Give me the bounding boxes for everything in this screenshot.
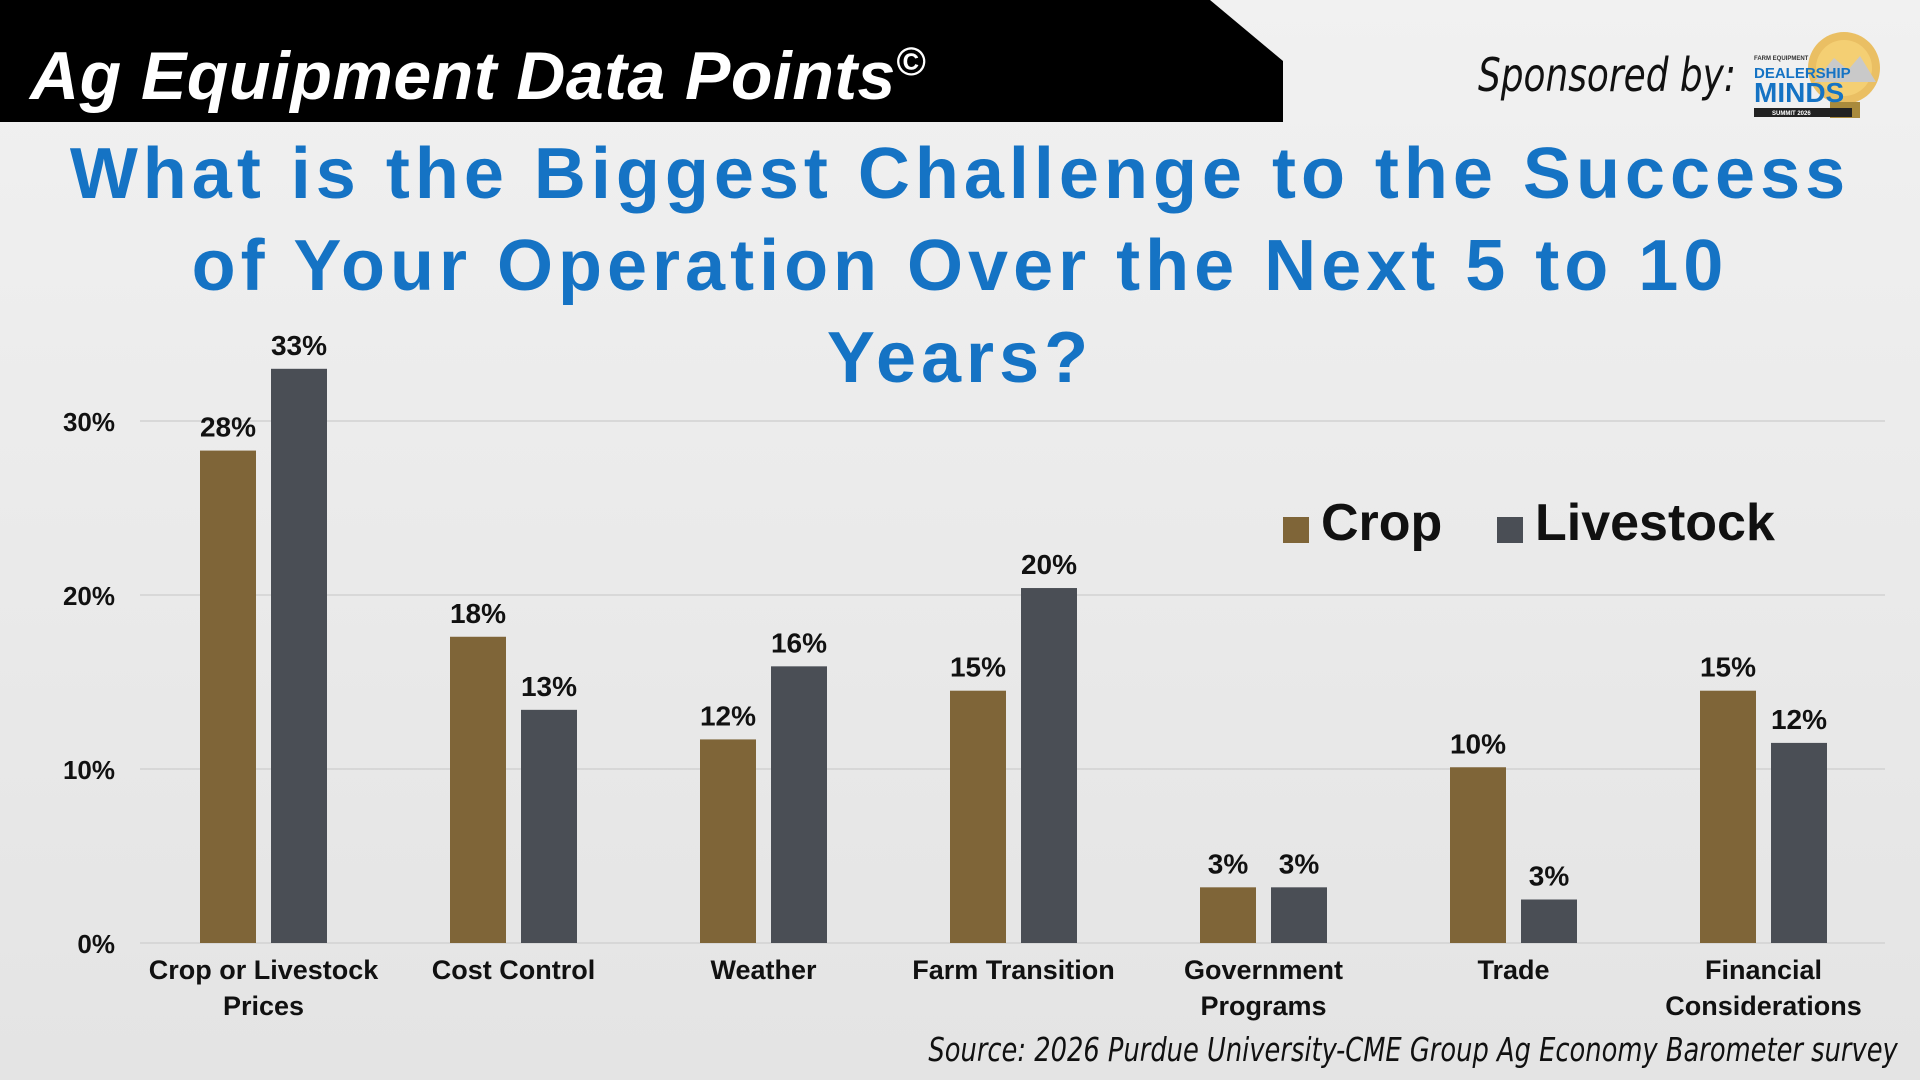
bar-livestock — [1521, 899, 1577, 943]
chart-title: What is the Biggest Challenge to the Suc… — [69, 134, 1851, 398]
data-label: 15% — [950, 652, 1006, 683]
data-label: 28% — [200, 412, 256, 443]
legend-swatch-livestock — [1497, 517, 1523, 543]
bar-crop — [1450, 767, 1506, 943]
logo-text-3: MINDS — [1754, 77, 1844, 108]
data-label: 12% — [1771, 704, 1827, 735]
x-tick-label: Financial — [1705, 955, 1822, 985]
sponsor-label: Sponsored by: — [1478, 48, 1736, 102]
data-label: 16% — [771, 627, 827, 658]
data-label: 3% — [1208, 848, 1249, 879]
data-label: 10% — [1450, 728, 1506, 759]
bar-crop — [1200, 887, 1256, 943]
x-tick-label: Crop or Livestock — [149, 955, 380, 985]
data-label: 33% — [271, 330, 327, 361]
x-tick-label: Farm Transition — [912, 955, 1115, 985]
x-tick-label: Programs — [1200, 991, 1326, 1021]
legend-swatch-crop — [1283, 517, 1309, 543]
bar-livestock — [521, 709, 577, 943]
bar-crop — [1700, 690, 1756, 943]
bar-livestock — [271, 368, 327, 943]
data-label: 3% — [1529, 861, 1570, 892]
data-label: 15% — [1700, 652, 1756, 683]
x-tick-label: Considerations — [1665, 991, 1862, 1021]
x-tick-label: Government — [1184, 955, 1343, 985]
sponsor-logo: FARM EQUIPMENT DEALERSHIP MINDS SUMMIT 2… — [1754, 32, 1880, 118]
data-label: 18% — [450, 598, 506, 629]
x-tick-label: Prices — [223, 991, 304, 1021]
x-tick-label: Cost Control — [432, 955, 595, 985]
y-tick-label: 30% — [63, 407, 115, 437]
x-tick-label: Weather — [710, 955, 817, 985]
logo-text-2: DEALERSHIP — [1754, 65, 1851, 82]
logo-text-1: FARM EQUIPMENT — [1754, 56, 1809, 62]
bar-crop — [200, 450, 256, 943]
legend-label-crop: Crop — [1321, 494, 1442, 552]
copyright-mark: © — [895, 40, 926, 84]
x-tick-label: Trade — [1477, 955, 1549, 985]
bar-crop — [950, 690, 1006, 943]
header-bar — [0, 0, 1283, 122]
bar-livestock — [1271, 887, 1327, 943]
y-tick-label: 10% — [63, 755, 115, 785]
bar-livestock — [1771, 742, 1827, 943]
data-label: 3% — [1279, 848, 1320, 879]
bar-livestock — [771, 666, 827, 943]
logo-text-4: SUMMIT 2026 — [1772, 111, 1811, 117]
legend-label-livestock: Livestock — [1535, 494, 1775, 552]
data-label: 13% — [521, 671, 577, 702]
y-tick-label: 20% — [63, 581, 115, 611]
bar-livestock — [1021, 588, 1077, 943]
header-title: Ag Equipment Data Points© — [30, 38, 926, 114]
bar-crop — [450, 636, 506, 943]
data-label: 20% — [1021, 549, 1077, 580]
source-note: Source: 2026 Purdue University-CME Group… — [928, 1030, 1898, 1069]
y-tick-label: 0% — [77, 929, 115, 959]
bar-crop — [700, 739, 756, 943]
data-label: 12% — [700, 700, 756, 731]
